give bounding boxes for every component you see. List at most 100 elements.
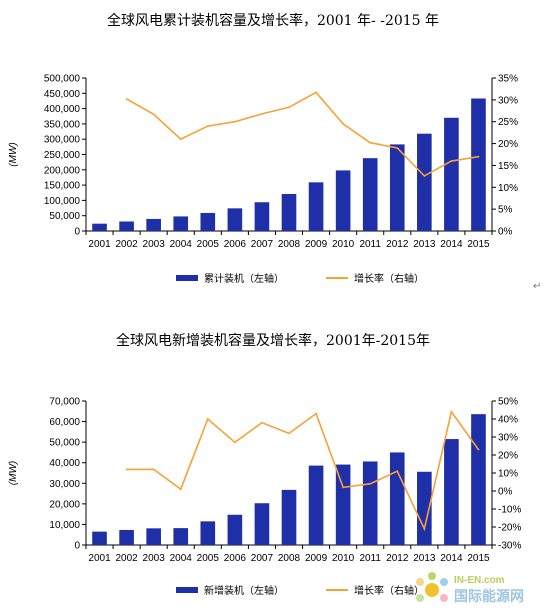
legend-bar-label: 累计装机（左轴） [204, 272, 284, 285]
left-tick-label: 10,000 [49, 520, 80, 531]
x-tick-label: 2004 [170, 553, 193, 564]
left-tick-label: 60,000 [49, 417, 80, 428]
x-tick-label: 2007 [251, 239, 274, 250]
growth-point-2002 [125, 98, 128, 100]
left-tick-label: 450,000 [44, 89, 81, 100]
growth-point-2006 [233, 441, 236, 444]
growth-point-2004 [179, 488, 182, 491]
left-tick-label: 40,000 [49, 458, 80, 469]
x-tick-label: 2015 [467, 239, 490, 250]
right-tick-label: -20% [498, 523, 521, 534]
x-tick-label: 2010 [332, 239, 355, 250]
growth-point-2003 [152, 468, 155, 471]
bar-2007 [254, 202, 270, 231]
x-tick-label: 2003 [143, 553, 166, 564]
bar-2001 [92, 531, 107, 545]
left-tick-label: 150,000 [44, 181, 81, 192]
growth-point-2009 [315, 412, 317, 415]
x-tick-label: 2014 [440, 239, 463, 250]
growth-point-2007 [261, 421, 263, 424]
x-tick-label: 2012 [386, 553, 409, 564]
bar-2013 [417, 133, 432, 231]
chart-2-new-capacity: 0 10,000 20,000 30,000 40,000 50,000 60,000 70,… [8, 397, 521, 598]
bar-2004 [173, 528, 189, 545]
growth-point-2007 [261, 112, 263, 115]
bar-2001 [92, 223, 107, 231]
x-tick-label: 2013 [413, 553, 436, 564]
in-en-logo: IN-EN.com 国际能源网 [416, 572, 524, 605]
legend-bar-label: 新增装机（左轴） [204, 584, 284, 597]
y-axis-title: (MW) [8, 142, 19, 166]
left-tick-label: 100,000 [44, 196, 81, 207]
growth-point-2009 [315, 91, 317, 94]
x-tick-label: 2015 [467, 553, 490, 564]
x-tick-label: 2005 [197, 553, 220, 564]
left-tick-label: 0 [74, 541, 80, 552]
right-tick-label: 10% [498, 469, 518, 480]
bar-2008 [281, 489, 297, 545]
right-tick-label: 0% [498, 227, 513, 238]
left-tick-label: 200,000 [44, 165, 81, 176]
left-tick-label: 30,000 [49, 479, 80, 490]
x-tick-label: 2002 [115, 553, 138, 564]
growth-point-2003 [152, 113, 155, 116]
x-tick-label: 2007 [251, 553, 274, 564]
bar-2002 [119, 529, 134, 545]
growth-point-2011 [369, 141, 372, 144]
bar-2004 [173, 216, 189, 231]
left-tick-label: 250,000 [44, 150, 81, 161]
bar-2014 [444, 117, 459, 231]
bar-2006 [227, 514, 243, 545]
bar-2002 [119, 221, 134, 231]
sunflower-icon [416, 572, 448, 602]
x-tick-label: 2009 [305, 239, 328, 250]
y-axis-title: (MW) [8, 461, 19, 485]
growth-point-2010 [342, 486, 345, 489]
right-tick-label: 20% [498, 451, 518, 462]
right-tick-label: 15% [498, 161, 518, 172]
right-tick-label: 40% [498, 415, 518, 426]
growth-point-2014 [450, 410, 453, 413]
growth-rate-line [126, 409, 480, 532]
left-tick-label: 20,000 [49, 499, 80, 510]
watermark-name: 国际能源网 [454, 588, 524, 605]
bar-2014 [444, 439, 459, 545]
bar-2011 [362, 461, 378, 545]
growth-point-2010 [342, 123, 345, 125]
growth-point-2014 [450, 160, 453, 162]
growth-point-2008 [288, 432, 290, 435]
growth-point-2002 [125, 468, 128, 471]
watermark-domain: IN-EN.com [454, 575, 505, 586]
x-tick-label: 2004 [170, 239, 193, 250]
growth-rate-line [126, 91, 479, 177]
x-tick-label: 2006 [224, 553, 247, 564]
right-tick-label: -30% [498, 541, 521, 552]
right-tick-label: 30% [498, 433, 518, 444]
x-tick-label: 2013 [413, 239, 436, 250]
x-tick-label: 2012 [386, 239, 409, 250]
growth-point-2011 [369, 482, 372, 485]
chart-2-title: 全球风电新增装机容量及增长率，2001年-2015年 [116, 333, 430, 349]
right-tick-label: 25% [498, 117, 518, 128]
x-tick-label: 2008 [278, 239, 301, 250]
bar-2009 [308, 182, 324, 231]
left-tick-label: 50,000 [49, 211, 80, 222]
bar-2005 [200, 212, 216, 231]
growth-point-2008 [288, 106, 290, 109]
bar-2006 [227, 208, 243, 231]
growth-point-2006 [233, 120, 236, 123]
bar-2015 [471, 414, 486, 545]
bar-2012 [389, 452, 405, 545]
x-tick-label: 2005 [197, 239, 220, 250]
x-tick-label: 2010 [332, 553, 355, 564]
right-tick-label: 0% [498, 487, 513, 498]
x-tick-label: 2008 [278, 553, 301, 564]
bar-2015 [471, 98, 486, 231]
bar-2009 [308, 465, 324, 545]
bar-2010 [335, 170, 351, 231]
chart-1-title: 全球风电累计装机容量及增长率，2001 年- -2015 年 [106, 13, 440, 29]
legend-bar-swatch [176, 275, 198, 281]
right-tick-label: 20% [498, 139, 518, 150]
bar-2003 [146, 528, 161, 545]
growth-point-2005 [206, 418, 209, 420]
